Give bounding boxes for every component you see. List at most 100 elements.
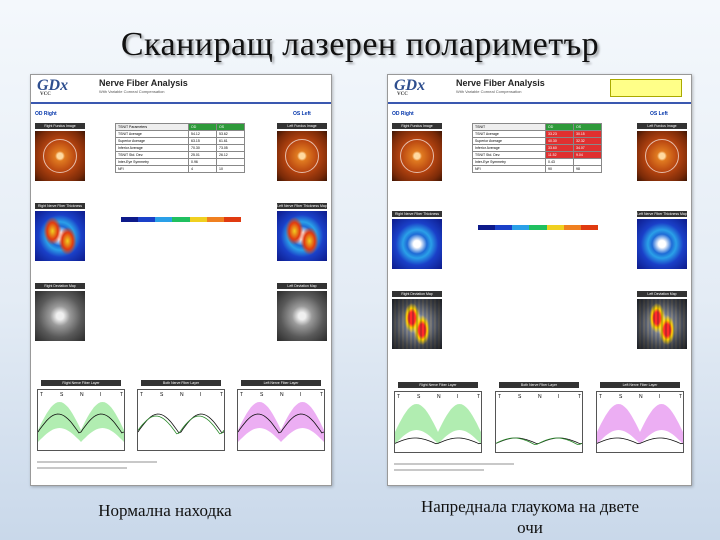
table-cell: 34.07	[573, 144, 602, 152]
report-header: GDx VCC Nerve Fiber Analysis With Variabl…	[31, 75, 331, 104]
graph-both-label: Both Nerve Fiber Layer	[499, 382, 579, 388]
tsnit-axis-label: N	[280, 392, 284, 398]
table-row: TSNIT Std. Dev. 11.52 9.04	[471, 151, 602, 159]
thickness-map-os	[277, 211, 327, 261]
report-title: Nerve Fiber Analysis	[99, 78, 188, 88]
normal-range-band	[496, 404, 582, 444]
normal-range-band	[597, 404, 683, 444]
table-cell: 11.52	[545, 151, 574, 159]
deviation-os-label: Left Deviation Map	[277, 283, 327, 289]
tsnit-axis-label: S	[260, 392, 264, 398]
table-cell: 33.60	[545, 144, 574, 152]
table-row: Inter-Eye Symmetry 0.43	[471, 158, 602, 166]
table-cell: 4	[188, 165, 217, 173]
tsnit-axis-label: I	[100, 392, 101, 398]
table-cell: 61.61	[216, 137, 245, 145]
table-header-cell: OD	[188, 123, 217, 131]
tsnit-axis-label: I	[457, 394, 458, 400]
table-row: TSNIT Std. Dev. 25.01 26.12	[114, 151, 245, 159]
tsnit-axis-label: I	[200, 392, 201, 398]
tsnit-axis-label: T	[477, 394, 480, 400]
table-header-cell: TSNIT Parameters	[114, 123, 190, 131]
header-divider	[388, 102, 691, 104]
slide-title: Сканиращ лазерен полариметър	[120, 26, 600, 63]
table-cell: TSNIT Average	[114, 130, 190, 138]
tsnit-axis-label: N	[437, 394, 441, 400]
tsnit-axis-label: S	[417, 394, 421, 400]
table-cell: 26.12	[216, 151, 245, 159]
footer-text-placeholder	[394, 469, 484, 471]
od-tag: OD Right	[35, 111, 57, 117]
fundus-image-os	[277, 131, 327, 181]
footer-text-placeholder	[37, 467, 127, 469]
tsnit-axis-label: T	[220, 392, 223, 398]
table-cell: 0.96	[188, 158, 217, 166]
table-row: Inferior Average 70.30 73.05	[114, 144, 245, 152]
table-cell: 54.12	[188, 130, 217, 138]
fundus-image-od	[35, 131, 85, 181]
tsnit-axis-label: T	[120, 392, 123, 398]
tsnit-axis-label: T	[578, 394, 581, 400]
thickness-os-label: Left Nerve Fiber Thickness Map	[277, 203, 327, 209]
fundus-os-label: Left Fundus Image	[277, 123, 327, 129]
table-cell	[216, 158, 245, 166]
table-cell: 25.01	[188, 151, 217, 159]
table-row: NFI 90 98	[471, 165, 602, 173]
tsnit-axis-label: N	[538, 394, 542, 400]
tsnit-axis-label: T	[679, 394, 682, 400]
graph-os-label: Left Nerve Fiber Layer	[241, 380, 321, 386]
os-tag: OS Left	[650, 111, 668, 117]
caption-normal: Нормална находка	[98, 501, 232, 520]
table-cell: Superior Average	[471, 137, 547, 145]
report-normal: GDx VCC Nerve Fiber Analysis With Variabl…	[30, 74, 332, 486]
patient-curve	[496, 437, 582, 446]
graph-od-label: Right Nerve Fiber Layer	[41, 380, 121, 386]
table-cell: 90	[545, 165, 574, 173]
table-row: TSNIT Average 33.23 30.15	[471, 130, 602, 138]
parameters-table: TSNIT OD OS TSNIT Average 33.23 30.15 Superior…	[471, 123, 602, 173]
tsnit-axis-label: N	[180, 392, 184, 398]
table-row: Inferior Average 33.60 34.07	[471, 144, 602, 152]
deviation-map-os	[277, 291, 327, 341]
table-cell: 53.62	[216, 130, 245, 138]
table-cell: 63.15	[188, 137, 217, 145]
table-cell: 10	[216, 165, 245, 173]
patient-curve	[38, 413, 124, 434]
patient-curve	[138, 415, 224, 435]
tsnit-axis-label: N	[639, 394, 643, 400]
report-glaucoma: GDx VCC Nerve Fiber Analysis With Variabl…	[387, 74, 692, 486]
graph-both-label: Both Nerve Fiber Layer	[141, 380, 221, 386]
table-cell: 32.32	[573, 137, 602, 145]
fundus-os-label: Left Fundus Image	[637, 123, 687, 129]
thickness-color-legend	[478, 225, 598, 230]
tsnit-axis-label: S	[619, 394, 623, 400]
fundus-od-label: Right Fundus Image	[392, 123, 442, 129]
normal-range-band	[238, 402, 324, 442]
tsnit-axis-label: T	[240, 392, 243, 398]
thickness-od-label: Right Nerve Fiber Thickness Map	[35, 203, 85, 214]
tsnit-axis-label: N	[80, 392, 84, 398]
fundus-image-od	[392, 131, 442, 181]
thickness-os-label: Left Nerve Fiber Thickness Map	[637, 211, 687, 217]
tsnit-axis-label: I	[300, 392, 301, 398]
deviation-map-od	[35, 291, 85, 341]
tsnit-axis-label: T	[397, 394, 400, 400]
gdx-logo: GDx VCC	[37, 77, 69, 97]
patient-curve	[597, 437, 683, 445]
table-cell: Inferior Average	[114, 144, 190, 152]
deviation-od-label: Right Deviation Map	[392, 291, 442, 297]
table-cell	[573, 158, 602, 166]
thickness-od-label: Right Nerve Fiber Thickness Map	[392, 211, 442, 222]
table-header-cell: OD	[545, 123, 574, 131]
tsnit-axis-label: S	[160, 392, 164, 398]
